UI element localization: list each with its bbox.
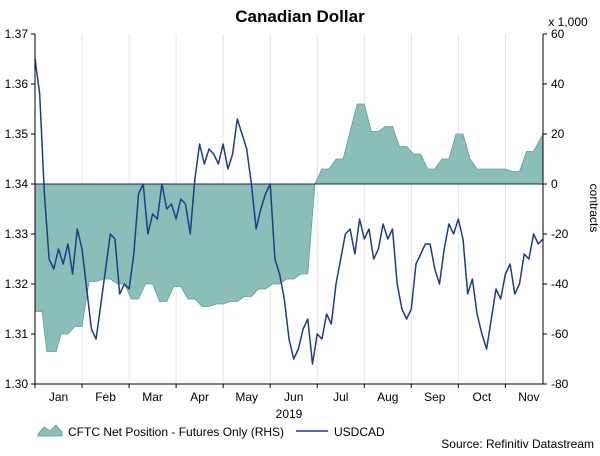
source-note: Source: Refinitiv Datastream bbox=[441, 437, 594, 451]
left-axis-tick-label: 1.33 bbox=[5, 227, 29, 241]
x-axis-tick-label: Mar bbox=[142, 390, 163, 404]
x-axis-tick-label: Aug bbox=[377, 390, 398, 404]
left-axis-tick-label: 1.30 bbox=[5, 377, 29, 391]
right-axis-tick-label: -80 bbox=[551, 377, 569, 391]
right-axis-tick-label: -40 bbox=[551, 277, 569, 291]
legend-label-usdcad: USDCAD bbox=[334, 425, 385, 439]
series-area-cftc bbox=[34, 103, 544, 352]
x-axis-tick-label: Oct bbox=[473, 390, 492, 404]
right-axis-tick-label: -20 bbox=[551, 227, 569, 241]
legend: CFTC Net Position - Futures Only (RHS) U… bbox=[37, 424, 385, 439]
x-axis-tick-label: Nov bbox=[518, 390, 539, 404]
left-axis-tick-label: 1.34 bbox=[5, 177, 29, 191]
series-line-usdcad bbox=[34, 58, 544, 365]
right-axis-title: contracts bbox=[587, 184, 600, 233]
legend-area-swatch bbox=[37, 424, 63, 437]
right-axis-tick-label: 20 bbox=[551, 127, 565, 141]
x-axis-tick-label: Jan bbox=[49, 390, 68, 404]
x-axis-tick-label: Apr bbox=[190, 390, 209, 404]
chart-title: Canadian Dollar bbox=[235, 7, 365, 26]
left-axis-tick-label: 1.35 bbox=[5, 127, 29, 141]
legend-label-cftc: CFTC Net Position - Futures Only (RHS) bbox=[68, 425, 284, 439]
x-axis-tick-label: May bbox=[235, 390, 258, 404]
left-axis-tick-label: 1.32 bbox=[5, 277, 29, 291]
x-axis-tick-label: Feb bbox=[95, 390, 116, 404]
right-axis-tick-label: 40 bbox=[551, 77, 565, 91]
x-axis-tick-label: Jul bbox=[333, 390, 348, 404]
x-axis-tick-label: Jun bbox=[284, 390, 303, 404]
right-axis-tick-label: 0 bbox=[551, 177, 558, 191]
right-axis-tick-label: -60 bbox=[551, 327, 569, 341]
x-axis-tick-label: Sep bbox=[424, 390, 446, 404]
x-axis-title: 2019 bbox=[276, 407, 303, 421]
left-axis-tick-label: 1.36 bbox=[5, 77, 29, 91]
plot-area: 1.30 1.31 1.32 1.33 1.34 1.35 1.36 1.37 -80 -60 -4… bbox=[5, 27, 569, 404]
right-axis-multiplier: x 1,000 bbox=[548, 15, 588, 29]
left-axis-tick-label: 1.31 bbox=[5, 327, 29, 341]
right-axis-tick-label: 60 bbox=[551, 27, 565, 41]
left-axis-tick-label: 1.37 bbox=[5, 27, 29, 41]
